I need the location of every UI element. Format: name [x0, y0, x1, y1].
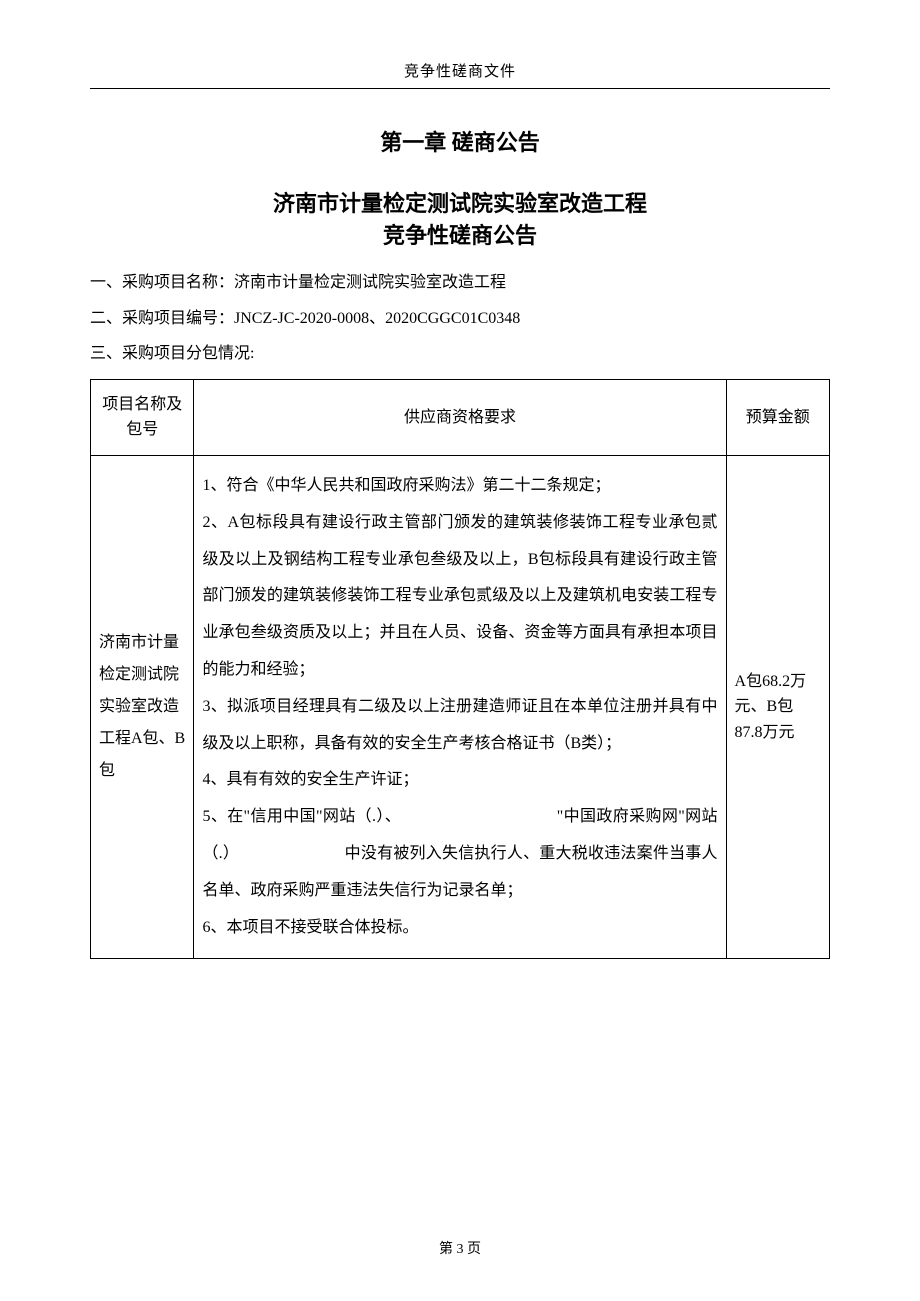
th-supplier-requirements: 供应商资格要求 — [194, 379, 726, 455]
item-project-name: 一、采购项目名称：济南市计量检定测试院实验室改造工程 — [90, 270, 830, 296]
td-project-name-package: 济南市计量检定测试院实验室改造工程A包、B包 — [91, 455, 194, 958]
td-budget: A包68.2万元、B包87.8万元 — [726, 455, 829, 958]
announcement-title-block: 济南市计量检定测试院实验室改造工程 竞争性磋商公告 — [90, 188, 830, 252]
td-supplier-requirements: 1、符合《中华人民共和国政府采购法》第二十二条规定；2、A包标段具有建设行政主管… — [194, 455, 726, 958]
chapter-title: 第一章 磋商公告 — [90, 125, 830, 160]
page-footer: 第 3 页 — [0, 1239, 920, 1261]
announcement-title-line2: 竞争性磋商公告 — [90, 220, 830, 252]
table-row: 济南市计量检定测试院实验室改造工程A包、B包 1、符合《中华人民共和国政府采购法… — [91, 455, 830, 958]
section-items: 一、采购项目名称：济南市计量检定测试院实验室改造工程 二、采购项目编号：JNCZ… — [90, 270, 830, 367]
table-header-row: 项目名称及包号 供应商资格要求 预算金额 — [91, 379, 830, 455]
item-package-status: 三、采购项目分包情况: — [90, 341, 830, 367]
item-project-number: 二、采购项目编号：JNCZ-JC-2020-0008、2020CGGC01C03… — [90, 306, 830, 332]
announcement-title-line1: 济南市计量检定测试院实验室改造工程 — [90, 188, 830, 220]
th-project-name-package: 项目名称及包号 — [91, 379, 194, 455]
page-number: 第 3 页 — [439, 1242, 481, 1257]
running-head-text: 竞争性磋商文件 — [90, 60, 830, 84]
page-container: 竞争性磋商文件 第一章 磋商公告 济南市计量检定测试院实验室改造工程 竞争性磋商… — [0, 0, 920, 1301]
th-budget: 预算金额 — [726, 379, 829, 455]
project-table: 项目名称及包号 供应商资格要求 预算金额 济南市计量检定测试院实验室改造工程A包… — [90, 379, 830, 960]
running-head-container: 竞争性磋商文件 — [90, 60, 830, 89]
